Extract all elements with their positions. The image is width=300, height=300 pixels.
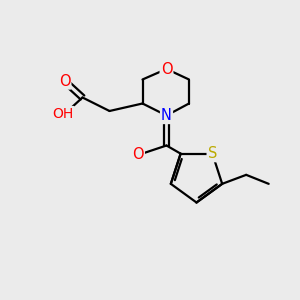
Text: O: O [161, 61, 172, 76]
Text: O: O [132, 147, 144, 162]
Text: OH: OH [52, 107, 74, 121]
Text: O: O [59, 74, 70, 88]
Text: S: S [208, 146, 217, 161]
Text: N: N [161, 108, 172, 123]
